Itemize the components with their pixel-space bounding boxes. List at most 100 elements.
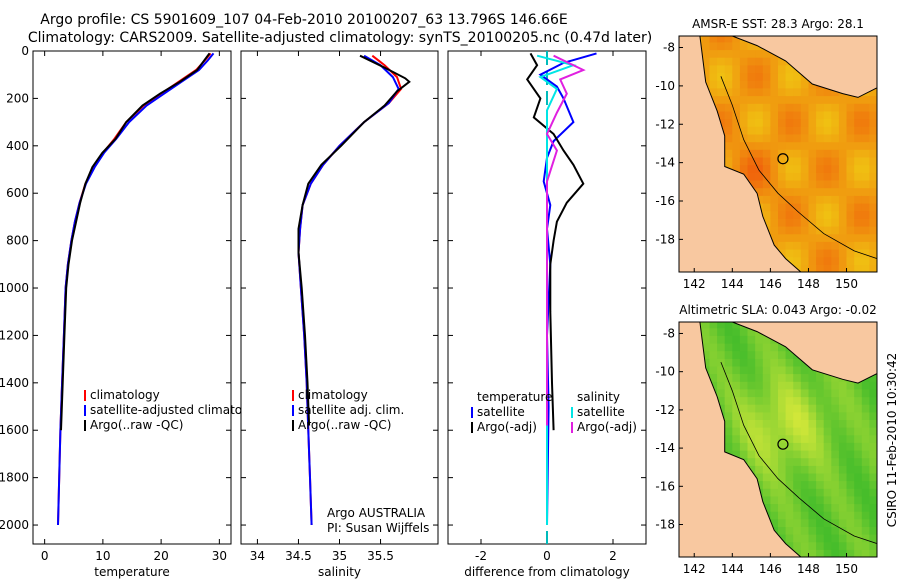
- map-cell: [770, 511, 779, 520]
- map-cell: [861, 249, 870, 258]
- map-cell: [869, 218, 877, 227]
- map-cell: [816, 457, 825, 466]
- map-cell: [762, 210, 771, 219]
- map-cell: [732, 49, 741, 58]
- map-cell: [831, 434, 840, 443]
- map-cell: [762, 419, 771, 428]
- map-cell: [785, 233, 794, 242]
- map-cell: [747, 164, 756, 173]
- map-cell: [709, 381, 718, 390]
- map-cell: [785, 480, 794, 489]
- map-cell: [785, 358, 794, 367]
- map-cell: [800, 149, 809, 158]
- map-cell: [800, 202, 809, 212]
- map-cell: [785, 495, 794, 505]
- map-cell: [785, 126, 794, 135]
- map-cell: [732, 404, 741, 413]
- map-cell: [816, 373, 825, 382]
- map-cell: [770, 495, 779, 505]
- map-cell: [785, 226, 794, 235]
- map-cell: [846, 233, 855, 242]
- map-cell: [717, 95, 726, 104]
- map-cell: [861, 411, 870, 420]
- map-cell: [800, 256, 809, 265]
- x-tick-label: 142: [683, 562, 706, 576]
- map-cell: [717, 388, 726, 398]
- map-cell: [816, 95, 825, 104]
- map-cell: [869, 419, 877, 428]
- map-cell: [755, 442, 764, 451]
- map-cell: [808, 511, 817, 520]
- map-cell: [701, 41, 710, 51]
- x-tick-label: 35: [332, 549, 347, 563]
- map-cell: [869, 549, 877, 557]
- map-cell: [709, 95, 718, 104]
- map-cell: [755, 57, 764, 66]
- argo-float-marker: [777, 153, 789, 165]
- map-cell: [778, 343, 787, 352]
- map-cell: [724, 411, 733, 420]
- map-cell: [747, 404, 756, 413]
- map-cell: [778, 427, 787, 436]
- map-cell: [808, 381, 817, 390]
- map-cell: [823, 264, 832, 272]
- map-cell: [800, 226, 809, 235]
- map-cell: [793, 549, 802, 557]
- map-cell: [739, 411, 749, 420]
- map-cell: [823, 419, 832, 428]
- map-cell: [762, 457, 771, 466]
- map-cell: [838, 511, 848, 520]
- map-cell: [724, 427, 733, 436]
- map-cell: [854, 388, 863, 398]
- map-cell: [793, 256, 802, 265]
- map-cell: [709, 36, 718, 43]
- map-cell: [778, 480, 787, 489]
- map-cell: [785, 381, 794, 390]
- map-cell: [785, 450, 794, 459]
- map-cell: [785, 472, 794, 482]
- map-cell: [778, 103, 787, 112]
- map-cell: [762, 118, 771, 127]
- map-cell: [778, 388, 787, 398]
- map-cell: [732, 358, 741, 367]
- map-cell: [869, 179, 877, 189]
- map-cell: [808, 87, 817, 97]
- map-cell: [755, 95, 764, 104]
- map-cell: [816, 549, 825, 557]
- map-cell: [808, 472, 817, 482]
- map-cell: [846, 442, 855, 451]
- map-cell: [800, 241, 809, 250]
- map-cell: [823, 541, 832, 550]
- map-cell: [800, 95, 809, 104]
- map-cell: [808, 434, 817, 443]
- map-cell: [770, 381, 779, 390]
- map-cell: [732, 110, 741, 120]
- map-cell: [755, 133, 764, 143]
- map-cell: [846, 187, 855, 196]
- map-cell: [762, 64, 771, 74]
- map-cell: [838, 411, 848, 420]
- map-cell: [724, 358, 733, 367]
- map-cell: [785, 526, 794, 535]
- map-cell: [831, 87, 840, 97]
- map-cell: [861, 256, 870, 265]
- map-cell: [793, 241, 802, 250]
- map-cell: [800, 118, 809, 127]
- map-cell: [869, 233, 877, 242]
- map-cell: [724, 64, 733, 74]
- map-cell: [762, 141, 771, 150]
- map-cell: [778, 226, 787, 235]
- map-cell: [816, 495, 825, 505]
- map-cell: [808, 419, 817, 428]
- map-cell: [831, 133, 840, 143]
- map-cell: [778, 172, 787, 181]
- map-cell: [846, 149, 855, 158]
- series-line-3: [545, 54, 586, 426]
- map-cell: [831, 233, 840, 242]
- australia-landmass: [679, 322, 802, 557]
- map-cell: [861, 141, 870, 150]
- map-cell: [869, 226, 877, 235]
- map-cell: [724, 133, 733, 143]
- map-cell: [823, 511, 832, 520]
- map-cell: [869, 450, 877, 459]
